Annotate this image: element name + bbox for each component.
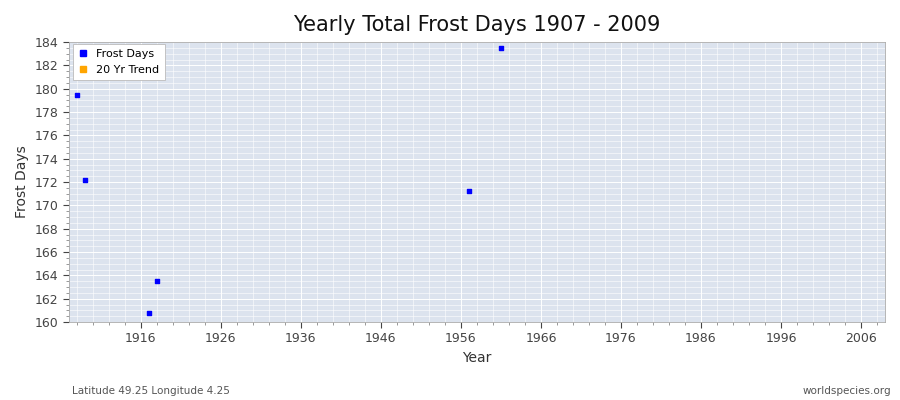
Y-axis label: Frost Days: Frost Days [15, 146, 29, 218]
Frost Days [69, 91, 84, 98]
Frost Days [494, 45, 508, 51]
Legend: Frost Days, 20 Yr Trend: Frost Days, 20 Yr Trend [73, 44, 165, 80]
Frost Days [77, 176, 92, 183]
Frost Days [149, 278, 164, 284]
Text: Latitude 49.25 Longitude 4.25: Latitude 49.25 Longitude 4.25 [72, 386, 230, 396]
Text: worldspecies.org: worldspecies.org [803, 386, 891, 396]
Frost Days [462, 188, 476, 195]
Frost Days [141, 310, 156, 316]
X-axis label: Year: Year [463, 351, 491, 365]
Title: Yearly Total Frost Days 1907 - 2009: Yearly Total Frost Days 1907 - 2009 [293, 15, 661, 35]
